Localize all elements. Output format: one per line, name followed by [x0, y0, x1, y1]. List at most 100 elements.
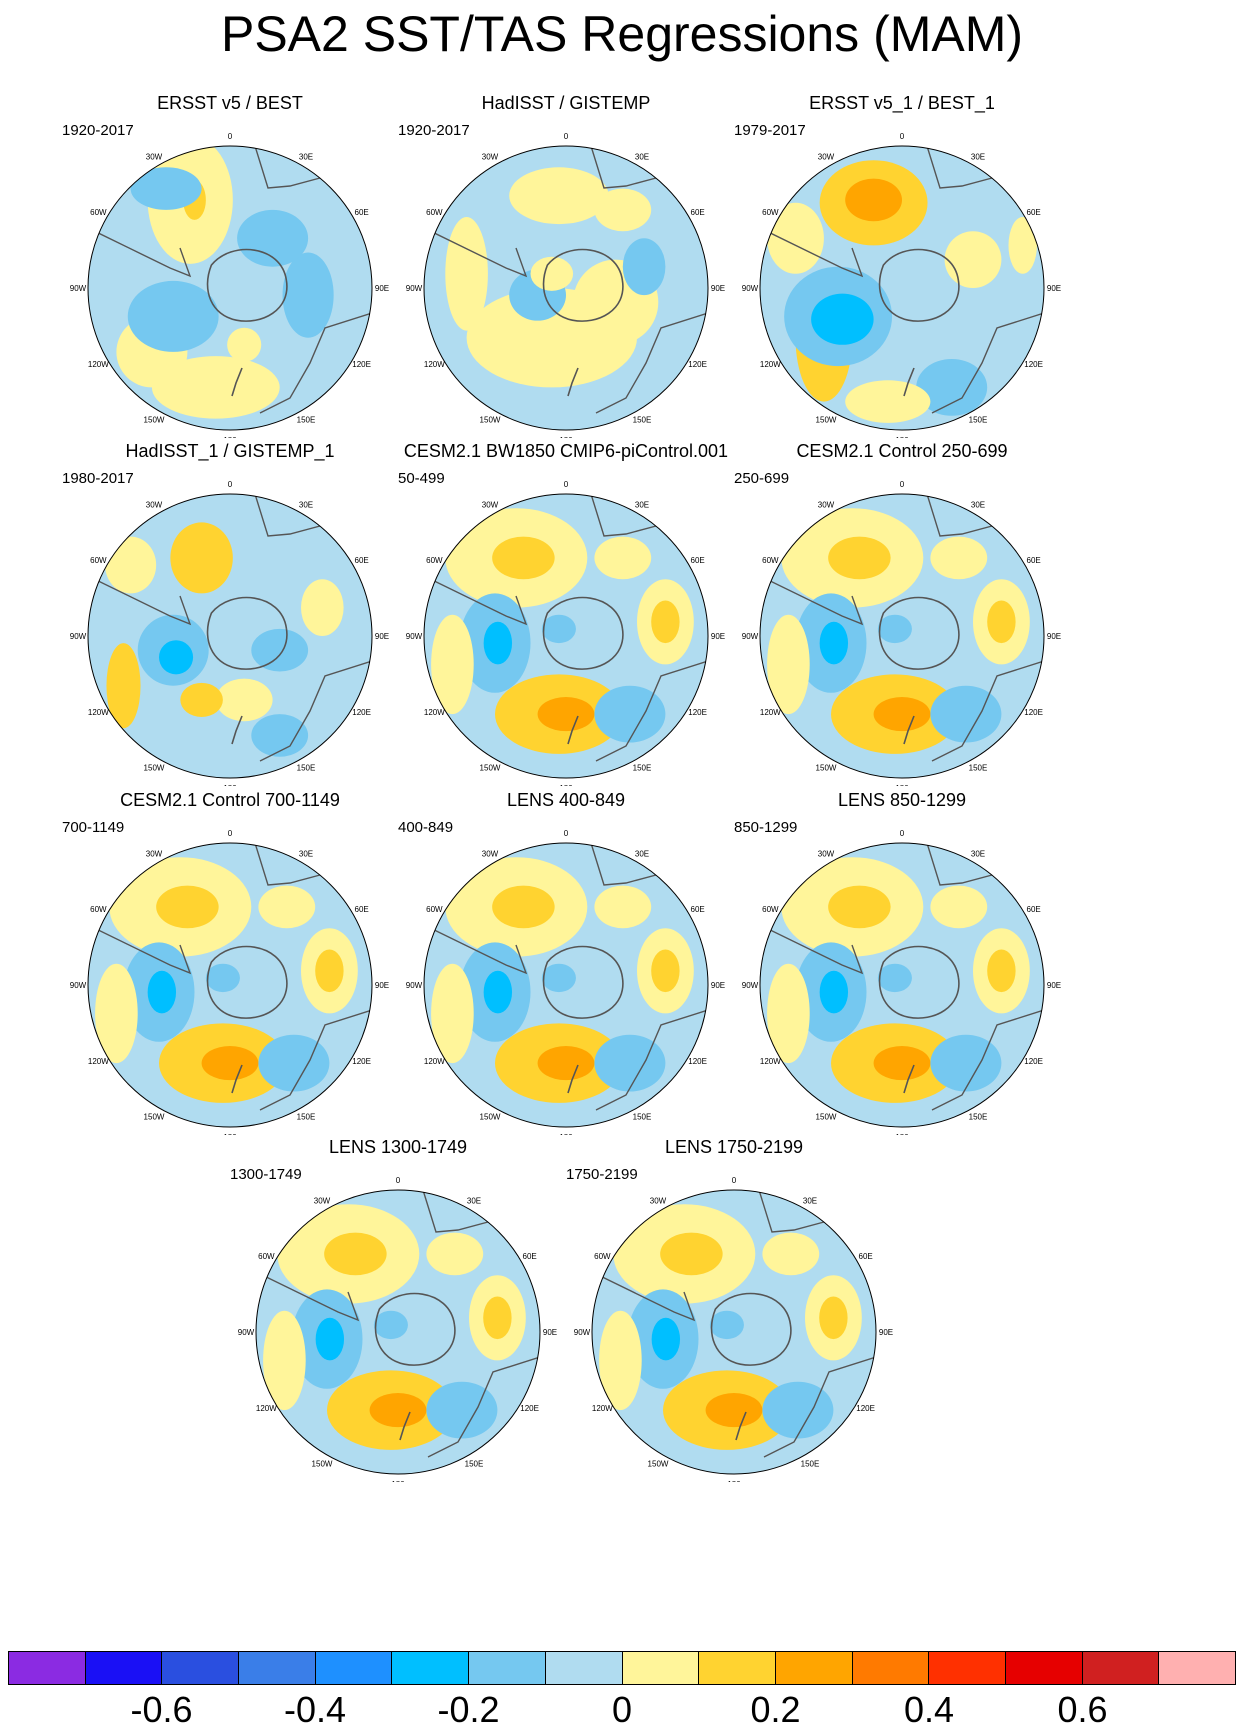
antarctica-coastline	[206, 596, 288, 670]
anomaly-contour	[315, 1317, 345, 1361]
longitude-label: 30E	[635, 849, 649, 858]
map-panel: LENS 1300-1749 1300-1749 0 30E 60E 90E 120E 1…	[212, 1136, 584, 1482]
polar-map: 0 30E 60E 90E 120E 150E 180 150W 120W 90W 60W 30W	[742, 132, 1061, 438]
anomaly-contour	[944, 231, 1002, 288]
colorbar	[8, 1651, 1236, 1685]
polar-map: 0 30E 60E 90E 120E 150E 180 150W 120W 90W 60W 30W	[406, 829, 725, 1135]
longitude-label: 30W	[146, 152, 163, 161]
colorbar-swatch	[622, 1652, 700, 1684]
longitude-label: 60W	[258, 1252, 275, 1261]
colorbar-swatch	[315, 1652, 393, 1684]
africa-coastline	[254, 494, 321, 537]
anomaly-contour	[594, 1034, 666, 1092]
anomaly-contour	[705, 1393, 763, 1428]
colorbar-swatch	[852, 1652, 930, 1684]
anomaly-contour	[930, 1034, 1002, 1092]
anomaly-contour	[159, 640, 194, 675]
south-america-coastline	[760, 575, 864, 626]
longitude-label: 180	[895, 1133, 909, 1135]
longitude-label: 90E	[879, 1328, 893, 1337]
anomaly-contour	[492, 885, 555, 929]
antarctica-coastline	[878, 945, 960, 1019]
colorbar-tick-label: 0.2	[750, 1689, 801, 1730]
antarctica-coastline	[710, 1292, 792, 1366]
antarctica-coastline	[542, 596, 624, 670]
longitude-label: 30E	[635, 152, 649, 161]
anomaly-contour	[431, 963, 474, 1064]
anomaly-contour	[431, 614, 474, 715]
longitude-label: 0	[564, 132, 569, 141]
antarctica-coastline	[374, 1292, 456, 1366]
longitude-label: 180	[895, 436, 909, 438]
longitude-label: 150E	[465, 1460, 484, 1469]
anomaly-contour	[258, 1034, 330, 1092]
longitude-label: 90W	[406, 632, 423, 641]
anomaly-contour	[180, 682, 223, 717]
longitude-label: 180	[895, 784, 909, 786]
longitude-label: 120W	[760, 708, 781, 717]
longitude-label: 90W	[406, 284, 423, 293]
map-boundary	[591, 1189, 877, 1475]
longitude-label: 0	[900, 480, 905, 489]
anomaly-contour	[106, 643, 141, 729]
colorbar-swatch	[1082, 1652, 1160, 1684]
longitude-label: 30E	[299, 152, 313, 161]
australia-coastline	[931, 312, 1044, 414]
longitude-label: 120W	[592, 1404, 613, 1413]
longitude-label: 120W	[256, 1404, 277, 1413]
polar-map: 0 30E 60E 90E 120E 150E 180 150W 120W 90W 60W 30W	[742, 480, 1061, 786]
longitude-label: 120W	[88, 1057, 109, 1066]
longitude-label: 30E	[635, 500, 649, 509]
longitude-label: 90E	[1047, 632, 1061, 641]
anomaly-contour	[594, 685, 666, 743]
longitude-label: 30W	[146, 849, 163, 858]
longitude-label: 180	[559, 1133, 573, 1135]
anomaly-contour	[651, 1317, 681, 1361]
africa-coastline	[254, 843, 321, 886]
panel-title: HadISST / GISTEMP	[481, 93, 651, 113]
longitude-label: 150W	[480, 764, 501, 773]
longitude-label: 30E	[971, 152, 985, 161]
longitude-label: 90W	[742, 632, 759, 641]
colorbar-swatch	[239, 1652, 316, 1684]
anomaly-contour	[828, 885, 891, 929]
anomaly-contour	[767, 614, 810, 715]
longitude-label: 90W	[406, 981, 423, 990]
longitude-label: 60W	[90, 208, 107, 217]
anomaly-contour	[651, 600, 680, 644]
anomaly-contour	[282, 252, 334, 338]
longitude-label: 150W	[144, 1113, 165, 1122]
antarctica-coastline	[542, 945, 624, 1019]
panel-period: 50-499	[398, 470, 445, 487]
longitude-label: 150E	[633, 1113, 652, 1122]
anomaly-contour	[819, 970, 849, 1014]
south-america-coastline	[88, 575, 192, 626]
longitude-label: 0	[564, 829, 569, 838]
longitude-label: 120W	[760, 1057, 781, 1066]
longitude-label: 90W	[70, 981, 87, 990]
longitude-label: 30E	[971, 849, 985, 858]
panel-title: LENS 1300-1749	[328, 1137, 468, 1157]
map-boundary	[87, 842, 373, 1128]
longitude-label: 60E	[355, 208, 369, 217]
polar-map: 0 30E 60E 90E 120E 150E 180 150W 120W 90W 60W 30W	[70, 480, 389, 786]
anomaly-contour	[541, 614, 576, 644]
colorbar-tick-label: 0.4	[903, 1689, 955, 1730]
longitude-label: 180	[559, 436, 573, 438]
anomaly-contour	[369, 1393, 427, 1428]
anomaly-contour	[127, 280, 219, 352]
map-boundary	[759, 842, 1045, 1128]
new-zealand-coastline	[567, 367, 579, 397]
colorbar-swatch	[9, 1652, 86, 1684]
africa-coastline	[926, 494, 993, 537]
longitude-label: 60W	[762, 905, 779, 914]
africa-coastline	[422, 1190, 489, 1233]
anomaly-contour	[930, 536, 988, 580]
new-zealand-coastline	[903, 715, 915, 745]
panel-title: HadISST_1 / GISTEMP_1	[125, 441, 335, 461]
panel-period: 1979-2017	[734, 122, 806, 139]
south-america-coastline	[760, 227, 864, 278]
new-zealand-coastline	[903, 1064, 915, 1094]
anomaly-contour	[599, 1310, 642, 1411]
anomaly-contour	[445, 217, 488, 331]
